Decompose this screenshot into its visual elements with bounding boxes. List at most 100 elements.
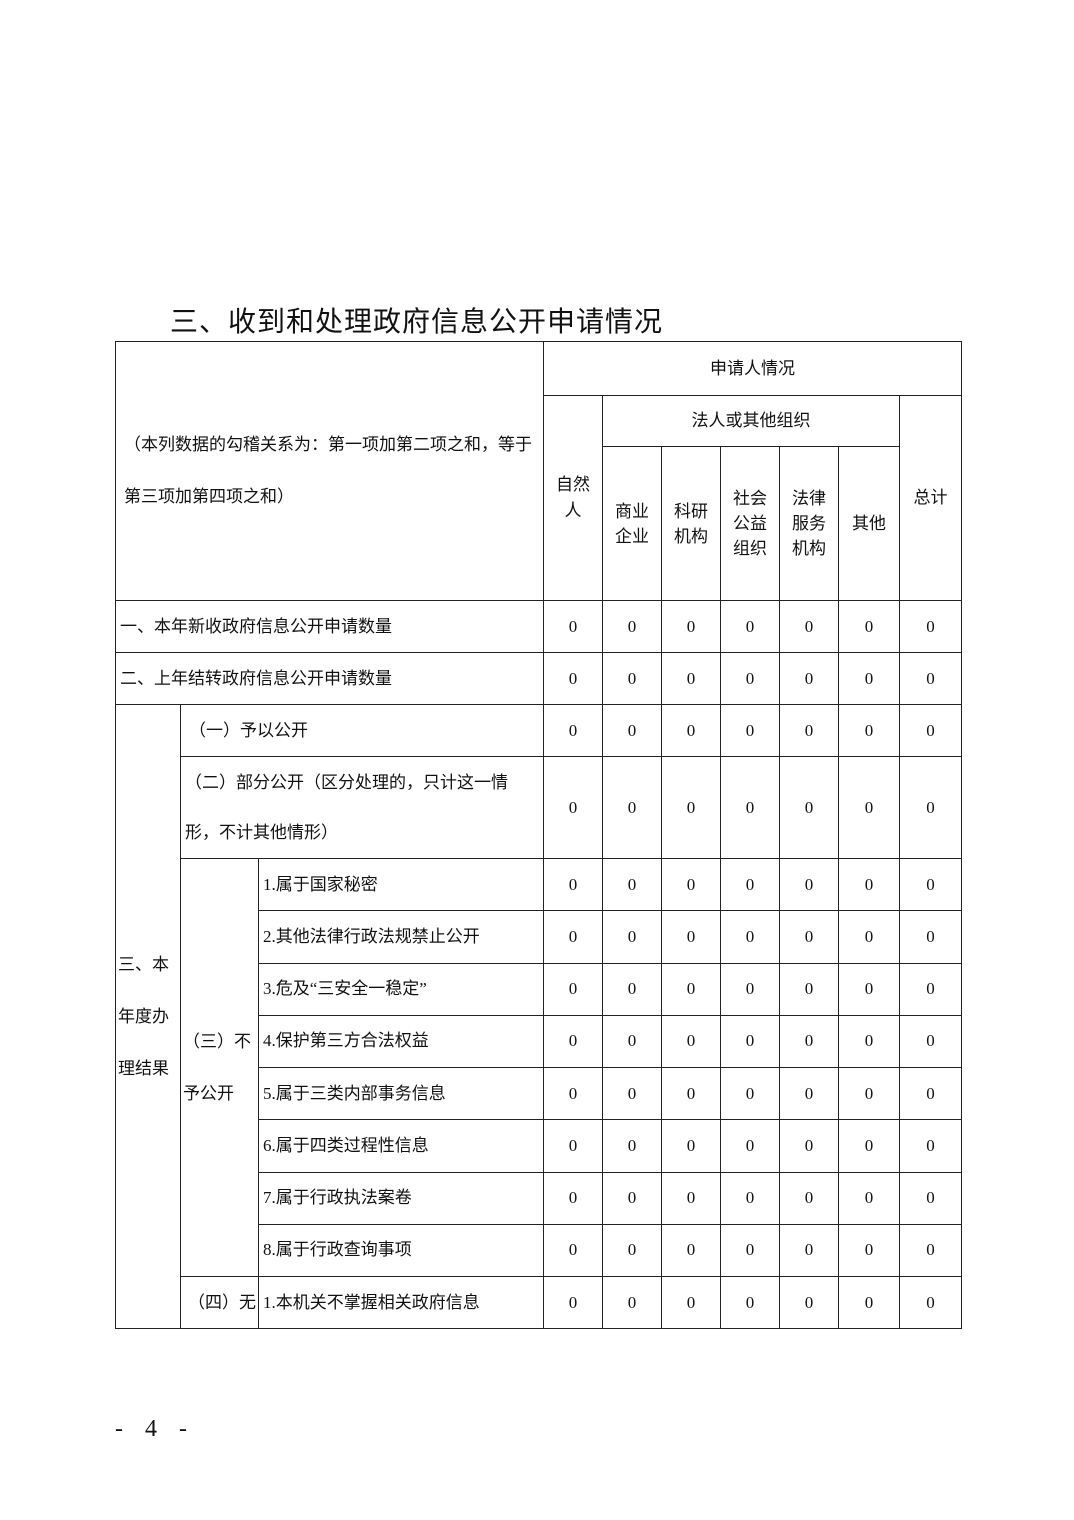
value-cell: 0 bbox=[779, 1171, 839, 1225]
row-label: 7.属于行政执法案卷 bbox=[258, 1171, 544, 1225]
table-row: 自然人 法人或其他组织 总计 bbox=[116, 395, 963, 601]
value-cell: 0 bbox=[543, 1223, 603, 1278]
value-cell: 0 bbox=[898, 857, 963, 912]
section3-label: 三、本年度办理结果 bbox=[115, 704, 181, 1329]
table-row: （本列数据的勾稽关系为：第一项加第二项之和，等于第三项加第四项之和） 申请人情况 bbox=[115, 341, 963, 601]
application-table: （本列数据的勾稽关系为：第一项加第二项之和，等于第三项加第四项之和） 申请人情况自… bbox=[115, 341, 963, 1329]
header-sub: 法律服务机构 bbox=[779, 446, 839, 601]
value-cell: 0 bbox=[661, 600, 721, 653]
value-cell: 0 bbox=[543, 962, 603, 1016]
value-cell: 0 bbox=[602, 857, 662, 912]
value-cell: 0 bbox=[898, 600, 963, 653]
value-cell: 0 bbox=[543, 1119, 603, 1173]
value-cell: 0 bbox=[661, 910, 721, 964]
value-cell: 0 bbox=[602, 910, 662, 964]
table-row: 2.其他法律行政法规禁止公开 0 0 0 0 0 0 0 bbox=[116, 910, 963, 964]
row-label: 4.保护第三方合法权益 bbox=[258, 1014, 544, 1069]
value-cell: 0 bbox=[602, 1119, 662, 1173]
table-row: 三、本年度办理结果 （一）予以公开 0 0 0 0 0 0 0 bbox=[115, 704, 963, 1329]
value-cell: 0 bbox=[779, 1066, 839, 1121]
value-cell: 0 bbox=[720, 1014, 780, 1069]
value-cell: 0 bbox=[602, 652, 662, 705]
value-cell: 0 bbox=[602, 756, 662, 859]
value-cell: 0 bbox=[898, 1223, 963, 1278]
value-cell: 0 bbox=[661, 652, 721, 705]
row-label: （一）予以公开 bbox=[180, 704, 544, 757]
value-cell: 0 bbox=[543, 1276, 603, 1329]
value-cell: 0 bbox=[779, 756, 839, 859]
table-row: （三）不予公开 1.属于国家秘密 0 0 0 0 0 0 0 bbox=[116, 857, 963, 1277]
value-cell: 0 bbox=[779, 910, 839, 964]
header-sub: 社会公益组织 bbox=[720, 446, 780, 601]
header-natural-person: 自然人 bbox=[543, 395, 603, 601]
value-cell: 0 bbox=[602, 704, 662, 757]
value-cell: 0 bbox=[779, 652, 839, 705]
table-row: 一、本年新收政府信息公开申请数量 0 0 0 0 0 0 0 bbox=[115, 600, 963, 653]
value-cell: 0 bbox=[720, 962, 780, 1016]
value-cell: 0 bbox=[661, 1119, 721, 1173]
table-row: （二）部分公开（区分处理的，只计这一情形，不计其他情形） 0 0 0 0 0 0 0 bbox=[116, 756, 963, 859]
value-cell: 0 bbox=[661, 1171, 721, 1225]
value-cell: 0 bbox=[661, 756, 721, 859]
header-legal-group: 法人或其他组织 bbox=[602, 395, 900, 447]
row-label: 6.属于四类过程性信息 bbox=[258, 1119, 544, 1173]
value-cell: 0 bbox=[838, 1119, 900, 1173]
value-cell: 0 bbox=[602, 600, 662, 653]
row-label: 1.本机关不掌握相关政府信息 bbox=[258, 1276, 544, 1329]
value-cell: 0 bbox=[838, 756, 900, 859]
value-cell: 0 bbox=[898, 910, 963, 964]
value-cell: 0 bbox=[898, 962, 963, 1016]
header-note: （本列数据的勾稽关系为：第一项加第二项之和，等于第三项加第四项之和） bbox=[115, 341, 544, 601]
row-label: 1.属于国家秘密 bbox=[258, 857, 544, 912]
value-cell: 0 bbox=[838, 910, 900, 964]
table-row: 5.属于三类内部事务信息 0 0 0 0 0 0 0 bbox=[116, 1066, 963, 1121]
value-cell: 0 bbox=[898, 1276, 963, 1329]
value-cell: 0 bbox=[602, 1223, 662, 1278]
table-row: 8.属于行政查询事项 0 0 0 0 0 0 0 bbox=[116, 1223, 963, 1278]
value-cell: 0 bbox=[602, 1276, 662, 1329]
value-cell: 0 bbox=[779, 1014, 839, 1069]
value-cell: 0 bbox=[661, 857, 721, 912]
value-cell: 0 bbox=[720, 910, 780, 964]
value-cell: 0 bbox=[838, 1171, 900, 1225]
value-cell: 0 bbox=[779, 1276, 839, 1329]
header-total: 总计 bbox=[898, 395, 963, 601]
value-cell: 0 bbox=[543, 1171, 603, 1225]
value-cell: 0 bbox=[779, 704, 839, 757]
value-cell: 0 bbox=[838, 704, 900, 757]
value-cell: 0 bbox=[543, 857, 603, 912]
table-row: 二、上年结转政府信息公开申请数量 0 0 0 0 0 0 0 bbox=[115, 652, 963, 705]
value-cell: 0 bbox=[898, 756, 963, 859]
row-label: 二、上年结转政府信息公开申请数量 bbox=[115, 652, 544, 705]
value-cell: 0 bbox=[779, 1223, 839, 1278]
value-cell: 0 bbox=[898, 1119, 963, 1173]
value-cell: 0 bbox=[543, 600, 603, 653]
header-sub: 其他 bbox=[838, 446, 900, 601]
value-cell: 0 bbox=[720, 1276, 780, 1329]
table-row: 6.属于四类过程性信息 0 0 0 0 0 0 0 bbox=[116, 1119, 963, 1173]
value-cell: 0 bbox=[661, 1276, 721, 1329]
item3-label: （三）不予公开 bbox=[180, 858, 259, 1277]
value-cell: 0 bbox=[661, 1014, 721, 1069]
value-cell: 0 bbox=[720, 652, 780, 705]
page-number: - 4 - bbox=[115, 1416, 195, 1442]
table-row: 商业企业 科研机构 社会公益组织 法律服务机构 其他 bbox=[116, 446, 962, 601]
value-cell: 0 bbox=[838, 857, 900, 912]
value-cell: 0 bbox=[602, 962, 662, 1016]
value-cell: 0 bbox=[720, 600, 780, 653]
row-label: 5.属于三类内部事务信息 bbox=[258, 1066, 544, 1121]
value-cell: 0 bbox=[602, 1066, 662, 1121]
row-label: 8.属于行政查询事项 bbox=[258, 1223, 544, 1278]
value-cell: 0 bbox=[661, 1066, 721, 1121]
row-label: 一、本年新收政府信息公开申请数量 bbox=[115, 600, 544, 653]
table-row: （四）无 1.本机关不掌握相关政府信息 0 0 0 0 0 0 0 bbox=[116, 1276, 963, 1329]
value-cell: 0 bbox=[838, 1276, 900, 1329]
value-cell: 0 bbox=[720, 1171, 780, 1225]
section-title: 三、收到和处理政府信息公开申请情况 bbox=[170, 305, 664, 338]
row-label: 2.其他法律行政法规禁止公开 bbox=[258, 910, 544, 964]
value-cell: 0 bbox=[838, 652, 900, 705]
value-cell: 0 bbox=[838, 1014, 900, 1069]
value-cell: 0 bbox=[779, 600, 839, 653]
value-cell: 0 bbox=[543, 756, 603, 859]
value-cell: 0 bbox=[838, 962, 900, 1016]
